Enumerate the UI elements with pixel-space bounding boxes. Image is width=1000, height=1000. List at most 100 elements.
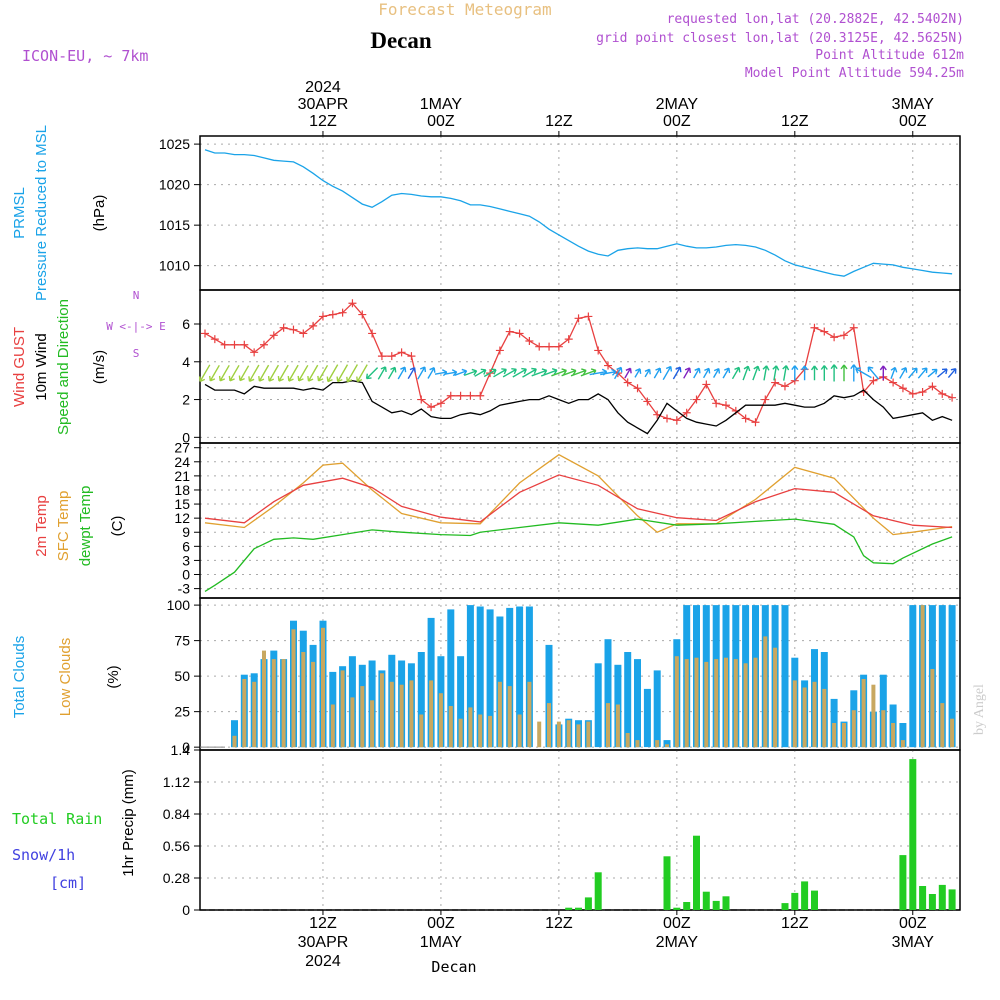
gust-marker: [240, 340, 249, 349]
y-tick-label: 0: [182, 739, 190, 755]
gust-marker: [446, 391, 455, 400]
y-tick-label: 2: [182, 392, 190, 408]
low-cloud-bar: [861, 679, 866, 748]
low-cloud-bar: [291, 629, 296, 748]
low-cloud-bar: [242, 679, 247, 748]
wind-arrow: [444, 369, 458, 377]
wind-arrow: [522, 367, 537, 378]
wind-arrow: [624, 367, 632, 379]
gust-marker: [751, 418, 760, 427]
wind-arrow: [248, 364, 260, 382]
wind-arrow: [454, 368, 468, 376]
y-tick-label: 75: [174, 633, 190, 649]
total-cloud-bar: [634, 659, 641, 748]
low-cloud-bar: [301, 652, 306, 748]
wind-arrow: [407, 366, 416, 380]
gust-marker: [928, 382, 937, 391]
rain-bar: [594, 872, 602, 910]
low-cloud-bar: [950, 718, 955, 748]
time-label: 3MAY: [892, 96, 935, 113]
total-cloud-bar: [653, 670, 661, 748]
y-tick-label: 0: [182, 902, 190, 918]
total-cloud-bar: [447, 609, 455, 748]
y-tick-label: 0.84: [163, 806, 190, 822]
low-cloud-bar: [311, 661, 316, 748]
wind-arrow: [820, 365, 828, 381]
gust-marker: [889, 378, 898, 387]
gust-marker: [358, 310, 367, 319]
low-cloud-bar: [262, 650, 266, 748]
gust-marker: [220, 340, 229, 349]
gust-marker: [780, 382, 789, 391]
y-tick-label: 4: [182, 354, 190, 370]
wind-label: 10m Wind: [33, 333, 50, 401]
wind-arrow: [840, 364, 848, 382]
wind-arrow: [209, 364, 220, 382]
total-cloud-bar: [417, 652, 425, 748]
y-tick-label: 1025: [159, 136, 190, 152]
wind-arrow: [551, 368, 567, 377]
low-cloud-bar: [399, 684, 404, 748]
compass-west-east: W <-|-> E: [106, 320, 166, 333]
y-tick-label: 100: [167, 597, 191, 613]
gust-marker: [721, 401, 730, 410]
rain-bar: [712, 900, 720, 910]
low-cloud-bar: [566, 720, 571, 748]
gust-marker: [535, 342, 544, 351]
wind-arrow: [365, 367, 379, 380]
total-cloud-bar: [663, 740, 671, 748]
time-label: 2024: [305, 953, 341, 970]
pressure-line: [204, 149, 953, 277]
wind-arrow: [356, 364, 368, 383]
gust-marker: [299, 329, 308, 338]
gust-marker: [692, 395, 701, 404]
gust-marker: [604, 361, 613, 370]
pressure-unit: (hPa): [91, 195, 108, 232]
gust-marker: [584, 312, 593, 321]
temp-unit: (C): [109, 516, 126, 537]
low-cloud-bar: [556, 721, 561, 748]
time-label: 2024: [305, 79, 341, 96]
gust-marker: [338, 308, 347, 317]
wind-arrow: [561, 368, 577, 377]
gust-marker: [427, 403, 436, 412]
header-subtitle: Forecast Meteogram: [378, 0, 551, 19]
y-tick-label: 6: [182, 316, 190, 332]
low-cloud-bar: [429, 680, 434, 748]
gust-marker: [250, 348, 259, 357]
model-label: ICON-EU, ~ 7km: [22, 47, 148, 65]
total-cloud-bar: [466, 605, 474, 748]
time-label: 2MAY: [656, 934, 699, 951]
gust-marker: [918, 388, 927, 396]
wind-arrow: [531, 368, 548, 377]
gust-marker: [741, 414, 750, 423]
low-cloud-bar: [753, 657, 758, 748]
low-cloud-bar: [330, 704, 335, 748]
y-tick-label: 50: [174, 668, 190, 684]
y-tick-label: 27: [174, 440, 190, 456]
temp-sfc-label: SFC Temp: [55, 491, 72, 562]
2m-temp-line: [204, 474, 953, 529]
y-tick-label: 1015: [159, 217, 190, 233]
time-label: 1MAY: [420, 934, 463, 951]
rain-bar: [575, 907, 582, 910]
total-cloud-bar: [948, 605, 956, 748]
gust-marker: [761, 395, 770, 404]
low-cloud-bar: [419, 714, 424, 748]
low-cloud-bar: [517, 714, 522, 748]
gust-marker: [259, 340, 268, 349]
y-tick-label: 25: [174, 704, 190, 720]
low-cloud-bar: [655, 740, 660, 748]
low-cloud-bar: [507, 686, 512, 748]
wind-speed-line: [204, 380, 953, 435]
wind-arrow: [634, 368, 642, 378]
y-tick-label: 1.12: [163, 774, 190, 790]
low-cloud-bar: [281, 659, 286, 748]
rain-bar: [722, 896, 730, 910]
time-label: 12Z: [309, 113, 337, 130]
wind-arrow: [742, 365, 751, 381]
rain-bar: [801, 881, 809, 910]
